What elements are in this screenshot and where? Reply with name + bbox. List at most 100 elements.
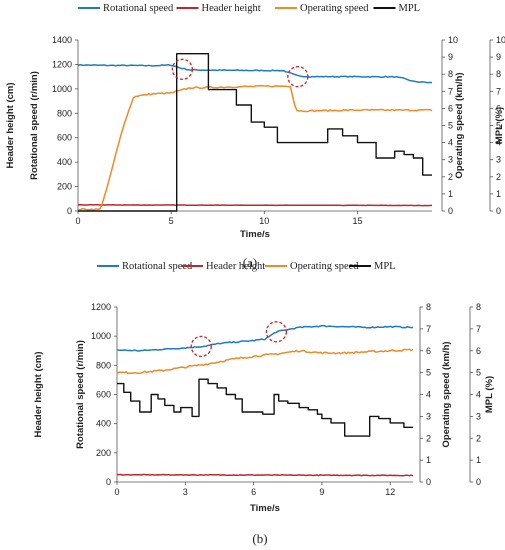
y-tick-label: 2 bbox=[476, 433, 481, 443]
y-tick-label: 7 bbox=[448, 86, 453, 96]
legend: Rotational speed Header height Operating s… bbox=[97, 261, 396, 272]
y-axis-label: Rotational speed (r/min) bbox=[29, 71, 40, 180]
y-tick-label: 8 bbox=[496, 69, 501, 79]
y-tick-label: 8 bbox=[476, 302, 481, 312]
y-axis-label: Header height (cm) bbox=[33, 351, 44, 437]
y-axis-label: MPL (%) bbox=[484, 376, 495, 413]
y-tick-label: 1000 bbox=[52, 84, 72, 94]
y-tick-label: 5 bbox=[476, 368, 481, 378]
y-tick-label: 5 bbox=[426, 368, 431, 378]
x-tick-label: 0 bbox=[114, 487, 119, 497]
series-line-operating-speed bbox=[78, 84, 433, 211]
series-line-mpl bbox=[117, 378, 413, 437]
y-tick-label: 200 bbox=[96, 448, 111, 458]
chart-a: 0 5 10 15Time/s0200400600800100012001400012… bbox=[5, 3, 505, 270]
y-tick-label: 400 bbox=[96, 419, 111, 429]
legend-label: Header height bbox=[202, 3, 261, 14]
y-tick-label: 5 bbox=[448, 121, 453, 131]
figure-caption: (a) bbox=[243, 255, 257, 270]
y-tick-label: 6 bbox=[426, 346, 431, 356]
y-tick-label: 800 bbox=[57, 108, 72, 118]
y-tick-label: 3 bbox=[476, 411, 481, 421]
y-tick-label: 8 bbox=[448, 69, 453, 79]
legend-label: MPL bbox=[399, 3, 421, 14]
x-tick-label: 0 bbox=[75, 216, 80, 226]
y-axis-label: MPL (%) bbox=[494, 107, 505, 144]
legend-label: Rotational speed bbox=[122, 261, 193, 272]
y-tick-label: 6 bbox=[496, 103, 501, 113]
y-tick-label: 9 bbox=[496, 52, 501, 62]
y-axis-label: Rotational speed (r/min) bbox=[75, 340, 86, 449]
y-tick-label: 600 bbox=[57, 133, 72, 143]
y-tick-label: 4 bbox=[476, 390, 481, 400]
y-tick-label: 1200 bbox=[91, 302, 111, 312]
highlight-circle bbox=[190, 335, 212, 358]
x-axis-label: Time/s bbox=[250, 503, 280, 514]
y-tick-label: 3 bbox=[426, 411, 431, 421]
x-tick-label: 10 bbox=[259, 216, 269, 226]
x-tick-label: 5 bbox=[169, 216, 174, 226]
legend: Rotational speed Header height Operating s… bbox=[78, 3, 420, 14]
y-tick-label: 2 bbox=[496, 172, 501, 182]
legend-label: Rotational speed bbox=[103, 3, 174, 14]
y-tick-label: 6 bbox=[476, 346, 481, 356]
y-tick-label: 7 bbox=[426, 324, 431, 334]
y-tick-label: 1000 bbox=[91, 331, 111, 341]
series-line-operating-speed bbox=[116, 348, 414, 375]
y-tick-label: 0 bbox=[106, 477, 111, 487]
y-tick-label: 4 bbox=[448, 138, 453, 148]
y-tick-label: 9 bbox=[448, 52, 453, 62]
y-axis-label: Operating speed (km/h) bbox=[454, 72, 465, 178]
y-tick-label: 4 bbox=[496, 138, 501, 148]
x-tick-label: 3 bbox=[183, 487, 188, 497]
highlight-circle bbox=[171, 58, 193, 80]
y-tick-label: 0 bbox=[67, 206, 72, 216]
y-tick-label: 1200 bbox=[52, 59, 72, 69]
highlight-circle bbox=[265, 321, 288, 343]
y-tick-label: 0 bbox=[448, 206, 453, 216]
y-tick-label: 2 bbox=[448, 172, 453, 182]
y-tick-label: 0 bbox=[426, 477, 431, 487]
figure-caption: (b) bbox=[252, 531, 267, 546]
x-tick-label: 12 bbox=[385, 487, 395, 497]
y-tick-label: 1 bbox=[426, 455, 431, 465]
y-tick-label: 600 bbox=[96, 390, 111, 400]
y-tick-label: 8 bbox=[426, 302, 431, 312]
y-tick-label: 10 bbox=[448, 35, 458, 45]
y-tick-label: 7 bbox=[476, 324, 481, 334]
x-tick-label: 9 bbox=[319, 487, 324, 497]
y-tick-label: 3 bbox=[496, 155, 501, 165]
y-tick-label: 1 bbox=[476, 455, 481, 465]
y-tick-label: 10 bbox=[496, 35, 505, 45]
series-line-mpl bbox=[78, 53, 432, 212]
series-line-header-height bbox=[116, 473, 414, 477]
legend-label: Operating speed bbox=[300, 3, 369, 14]
legend-label: MPL bbox=[374, 261, 396, 272]
y-tick-label: 6 bbox=[448, 103, 453, 113]
x-tick-label: 15 bbox=[352, 216, 362, 226]
chart-b: 0 3 6 9 12Time/s0200400600800100012000123456… bbox=[33, 261, 495, 546]
y-tick-label: 4 bbox=[426, 390, 431, 400]
y-tick-label: 1400 bbox=[52, 35, 72, 45]
y-axis-label: Operating speed (km/h) bbox=[441, 341, 452, 447]
y-tick-label: 0 bbox=[496, 206, 501, 216]
x-tick-label: 6 bbox=[251, 487, 256, 497]
y-axis-label: Header height (cm) bbox=[5, 82, 16, 168]
y-tick-label: 400 bbox=[57, 157, 72, 167]
series-line-rotational-speed bbox=[116, 324, 414, 352]
x-axis-label: Time/s bbox=[240, 229, 270, 240]
highlight-circle bbox=[287, 65, 309, 88]
y-tick-label: 3 bbox=[448, 155, 453, 165]
y-tick-label: 7 bbox=[496, 86, 501, 96]
y-tick-label: 5 bbox=[496, 121, 501, 131]
y-tick-label: 200 bbox=[57, 182, 72, 192]
series-line-rotational-speed bbox=[77, 63, 432, 84]
series-line-header-height bbox=[77, 204, 433, 207]
y-tick-label: 800 bbox=[96, 360, 111, 370]
y-tick-label: 2 bbox=[426, 433, 431, 443]
legend-label: Header height bbox=[206, 261, 265, 272]
y-tick-label: 1 bbox=[448, 189, 453, 199]
y-tick-label: 1 bbox=[496, 189, 501, 199]
legend-label: Operating speed bbox=[290, 261, 359, 272]
